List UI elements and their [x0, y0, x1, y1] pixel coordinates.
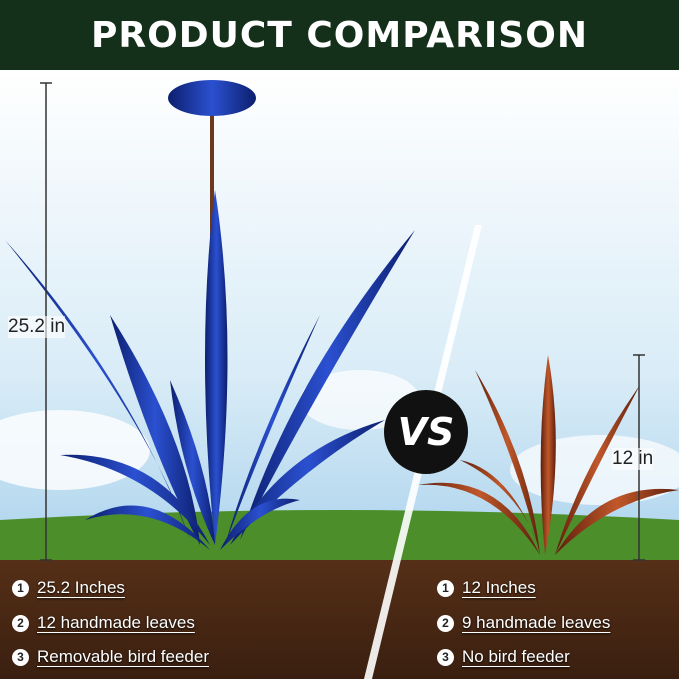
number-badge: 1 — [12, 579, 29, 597]
feature-text: No bird feeder — [462, 647, 570, 666]
vs-badge: VS — [384, 390, 468, 474]
number-badge: 2 — [437, 614, 454, 632]
left-feature-1: 1 25.2 Inches — [12, 578, 125, 598]
feature-text: 12 handmade leaves — [37, 613, 195, 632]
number-badge: 3 — [437, 648, 454, 666]
feature-text: 9 handmade leaves — [462, 613, 611, 632]
left-height-label: 25.2 in — [8, 316, 66, 338]
right-feature-3: 3 No bird feeder — [437, 647, 570, 667]
page-title: PRODUCT COMPARISON — [91, 14, 588, 56]
blue-agave-plant — [5, 80, 415, 550]
right-feature-2: 2 9 handmade leaves — [437, 613, 610, 633]
number-badge: 3 — [12, 648, 29, 666]
number-badge: 2 — [12, 614, 29, 632]
number-badge: 1 — [437, 579, 454, 597]
right-height-label: 12 in — [612, 448, 654, 470]
feature-text: 25.2 Inches — [37, 578, 125, 597]
left-feature-2: 2 12 handmade leaves — [12, 613, 195, 633]
rust-agave-plant — [418, 355, 679, 555]
right-feature-1: 1 12 Inches — [437, 578, 536, 598]
left-feature-3: 3 Removable bird feeder — [12, 647, 209, 667]
header-banner: PRODUCT COMPARISON — [0, 0, 679, 70]
feature-text: 12 Inches — [462, 578, 536, 597]
feature-text: Removable bird feeder — [37, 647, 209, 666]
